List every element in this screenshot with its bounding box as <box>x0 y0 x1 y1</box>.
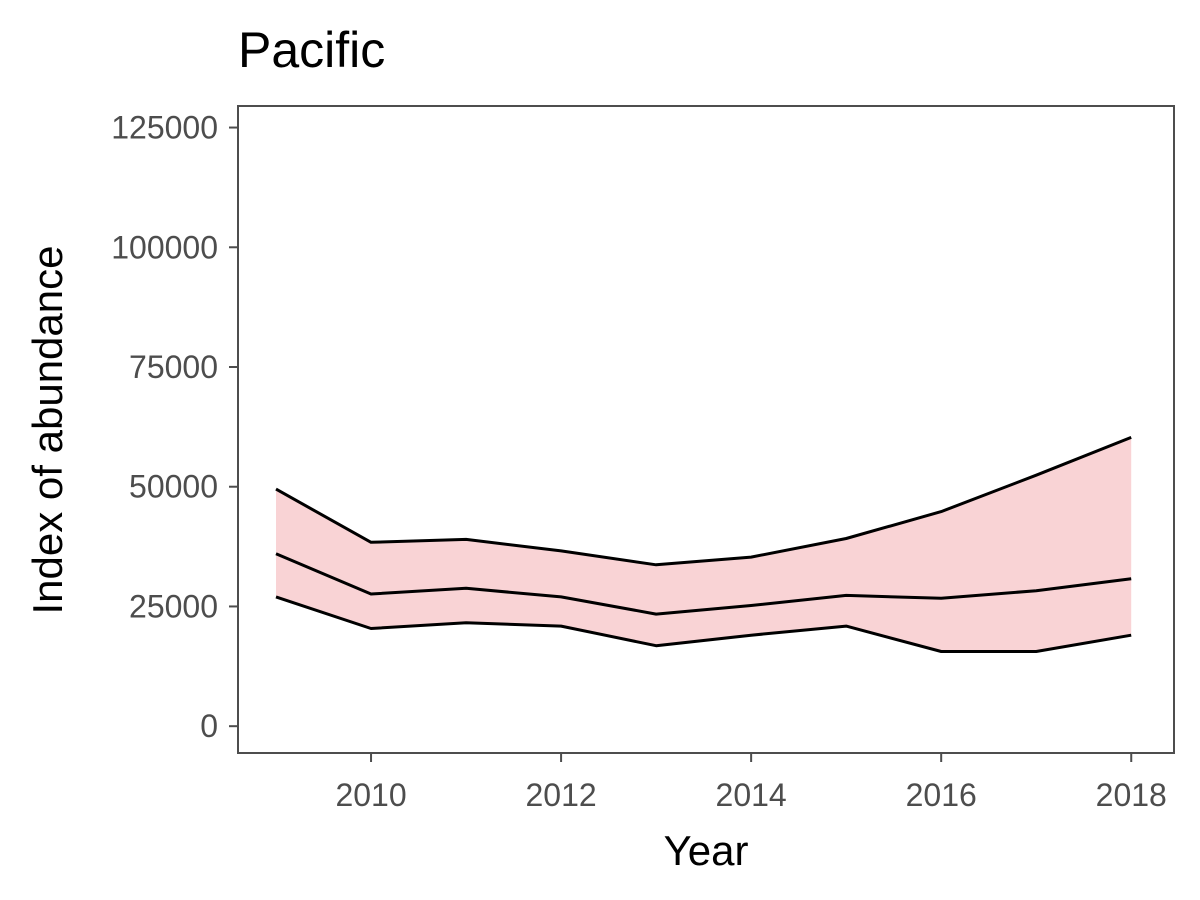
x-axis: 2010 2012 2014 2016 2018 <box>335 753 1167 813</box>
series-line-upper <box>275 436 1132 567</box>
plot-area <box>275 436 1132 653</box>
y-tick-label: 125000 <box>111 110 218 146</box>
y-axis-title: Index of abundance <box>24 246 71 615</box>
chart-title: Pacific <box>238 22 385 78</box>
y-tick-label: 100000 <box>111 229 218 265</box>
y-axis: 0 25000 50000 75000 100000 125000 <box>111 110 238 744</box>
y-tick-label: 25000 <box>129 588 218 624</box>
y-tick-label: 50000 <box>129 469 218 505</box>
x-tick-label: 2014 <box>716 777 787 813</box>
x-tick-label: 2012 <box>525 777 596 813</box>
y-tick-label: 0 <box>200 708 218 744</box>
confidence-band <box>276 437 1132 652</box>
x-axis-title: Year <box>664 827 749 874</box>
x-tick-label: 2016 <box>906 777 977 813</box>
series-line-lower <box>275 595 1132 653</box>
x-tick-label: 2010 <box>335 777 406 813</box>
y-tick-label: 75000 <box>129 349 218 385</box>
x-tick-label: 2018 <box>1096 777 1167 813</box>
plot-frame <box>237 105 1175 754</box>
series-line-estimate <box>275 552 1132 616</box>
